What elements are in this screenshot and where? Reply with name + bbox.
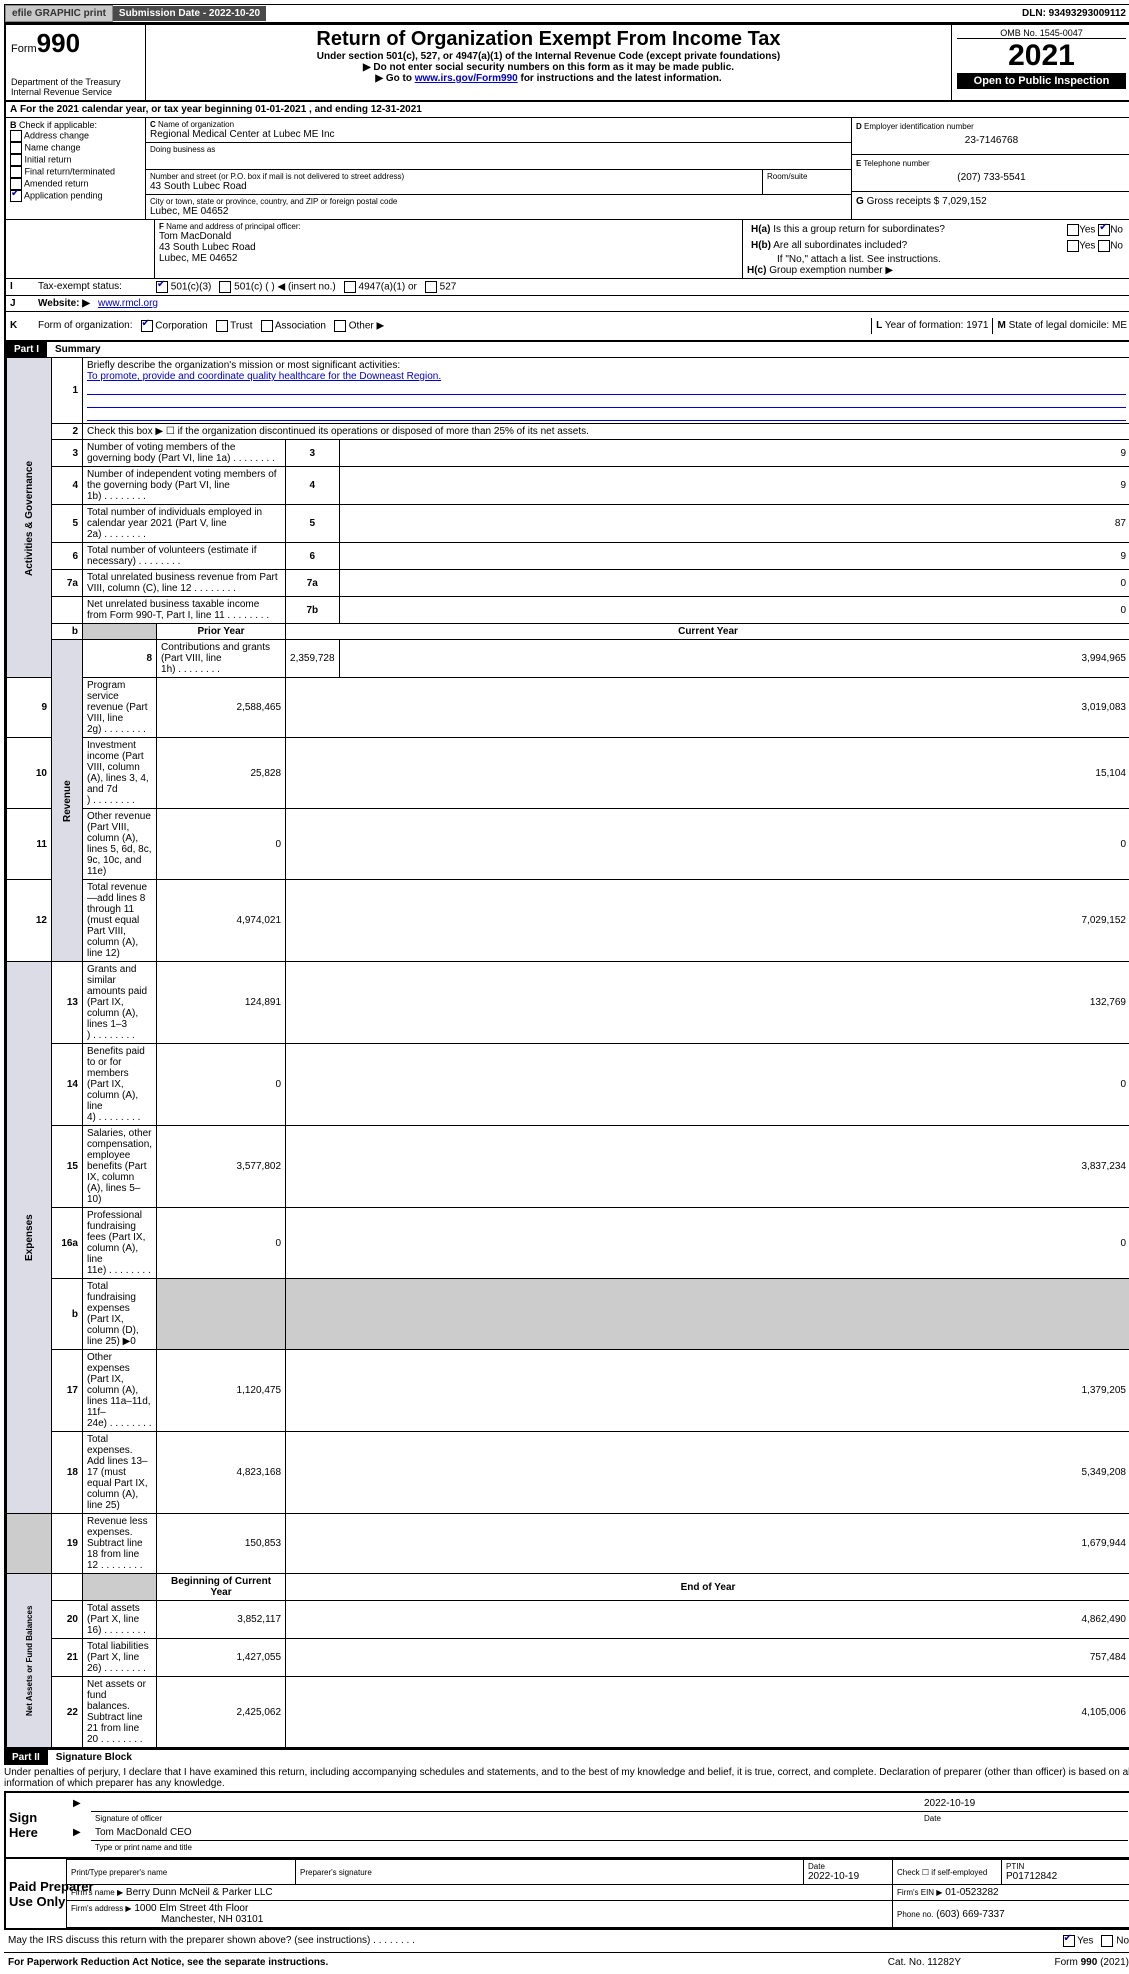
form-header: Form990 Department of the Treasury Inter… bbox=[4, 23, 1129, 102]
val-6: 9 bbox=[339, 543, 1129, 570]
cb-corporation[interactable]: Corporation bbox=[137, 318, 212, 334]
instructions-link[interactable]: www.irs.gov/Form990 bbox=[415, 73, 518, 84]
form-footer: Form 990 (2021) bbox=[965, 1955, 1129, 1970]
section-b: B Check if applicable: Address change Na… bbox=[6, 118, 146, 219]
cb-4947[interactable]: 4947(a)(1) or bbox=[340, 279, 421, 295]
val-5: 87 bbox=[339, 505, 1129, 543]
cb-initial-return[interactable]: Initial return bbox=[10, 154, 141, 166]
label-expenses: Expenses bbox=[7, 962, 52, 1514]
rev-8-curr: 3,994,965 bbox=[339, 640, 1129, 678]
irs-label: Internal Revenue Service bbox=[11, 87, 140, 97]
firm-phone: (603) 669-7337 bbox=[936, 1909, 1004, 1920]
label-activities-governance: Activities & Governance bbox=[7, 358, 52, 678]
ein: 23-7146768 bbox=[856, 131, 1127, 150]
part2-title: Signature Block bbox=[48, 1750, 140, 1765]
org-name: Regional Medical Center at Lubec ME Inc bbox=[150, 129, 847, 140]
phone: (207) 733-5541 bbox=[856, 168, 1127, 187]
cb-address-change[interactable]: Address change bbox=[10, 130, 141, 142]
cb-501c3[interactable]: 501(c)(3) bbox=[152, 279, 215, 295]
form-id-box: Form990 Department of the Treasury Inter… bbox=[6, 25, 146, 100]
part1-title: Summary bbox=[47, 342, 109, 357]
section-klm: K Form of organization: Corporation Trus… bbox=[4, 312, 1129, 342]
cb-discuss-no[interactable]: No bbox=[1097, 1933, 1129, 1949]
section-j: J Website: ▶ www.rmcl.org bbox=[4, 296, 1129, 312]
sign-here-label: Sign Here bbox=[6, 1793, 66, 1857]
org-street: 43 South Lubec Road bbox=[150, 181, 758, 192]
cb-application-pending[interactable]: Application pending bbox=[10, 190, 141, 202]
title-block: Return of Organization Exempt From Incom… bbox=[146, 25, 951, 100]
efile-print-button[interactable]: efile GRAPHIC print bbox=[5, 5, 113, 22]
cb-other[interactable]: Other ▶ bbox=[330, 318, 388, 334]
form-title: Return of Organization Exempt From Incom… bbox=[151, 28, 946, 51]
val-7b: 0 bbox=[339, 597, 1129, 624]
year-formation: 1971 bbox=[966, 320, 988, 331]
rev-8-prior: 2,359,728 bbox=[286, 640, 340, 678]
label-net-assets: Net Assets or Fund Balances bbox=[7, 1574, 52, 1748]
gross-receipts: 7,029,152 bbox=[942, 196, 987, 207]
firm-address1: 1000 Elm Street 4th Floor bbox=[134, 1903, 248, 1914]
sign-here-block: Sign Here ▶ 2022-10-19 Signature of offi… bbox=[4, 1791, 1129, 1859]
part-i: Part ISummary Activities & Governance 1 … bbox=[4, 342, 1129, 1750]
firm-ein: 01-0523282 bbox=[945, 1887, 998, 1898]
cb-name-change[interactable]: Name change bbox=[10, 142, 141, 154]
firm-name: Berry Dunn McNeil & Parker LLC bbox=[126, 1887, 273, 1898]
cb-amended-return[interactable]: Amended return bbox=[10, 178, 141, 190]
section-h: H(a) Is this a group return for subordin… bbox=[743, 220, 1129, 278]
tax-year: 2021 bbox=[957, 39, 1126, 73]
cb-discuss-yes[interactable]: Yes bbox=[1059, 1933, 1098, 1949]
sign-date: 2022-10-19 bbox=[920, 1796, 1128, 1812]
section-c: C Name of organization Regional Medical … bbox=[146, 118, 851, 219]
paperwork-notice: For Paperwork Reduction Act Notice, see … bbox=[4, 1955, 884, 1970]
cb-trust[interactable]: Trust bbox=[212, 318, 257, 334]
year-box: OMB No. 1545-0047 2021 Open to Public In… bbox=[951, 25, 1129, 100]
cb-527[interactable]: 527 bbox=[421, 279, 460, 295]
line-a: A For the 2021 calendar year, or tax yea… bbox=[4, 102, 1129, 118]
submission-date: Submission Date - 2022-10-20 bbox=[113, 6, 266, 21]
val-7a: 0 bbox=[339, 570, 1129, 597]
cb-association[interactable]: Association bbox=[257, 318, 330, 334]
paid-preparer-block: Paid Preparer Use Only Print/Type prepar… bbox=[4, 1859, 1129, 1930]
val-4: 9 bbox=[339, 467, 1129, 505]
org-info-block: B Check if applicable: Address change Na… bbox=[4, 118, 1129, 220]
open-to-public: Open to Public Inspection bbox=[957, 73, 1126, 89]
firm-address2: Manchester, NH 03101 bbox=[71, 1914, 263, 1925]
dept-treasury: Department of the Treasury bbox=[11, 77, 140, 87]
ptin: P01712842 bbox=[1006, 1871, 1057, 1882]
section-i: I Tax-exempt status: 501(c)(3) 501(c) ( … bbox=[4, 279, 1129, 296]
discuss-row: May the IRS discuss this return with the… bbox=[4, 1930, 1129, 1953]
footer-row: For Paperwork Reduction Act Notice, see … bbox=[4, 1953, 1129, 1970]
cb-final-return[interactable]: Final return/terminated bbox=[10, 166, 141, 178]
val-3: 9 bbox=[339, 440, 1129, 467]
label-revenue: Revenue bbox=[52, 640, 83, 962]
part1-label: Part I bbox=[6, 342, 47, 357]
form-number: 990 bbox=[37, 28, 80, 58]
summary-table: Activities & Governance 1 Briefly descri… bbox=[6, 357, 1129, 1748]
mission-text: To promote, provide and coordinate quali… bbox=[87, 371, 441, 382]
officer-name: Tom MacDonald bbox=[159, 231, 738, 242]
top-bar: efile GRAPHIC print Submission Date - 20… bbox=[4, 4, 1129, 23]
signature-declaration: Under penalties of perjury, I declare th… bbox=[4, 1765, 1129, 1791]
title-sub2: ▶ Do not enter social security numbers o… bbox=[151, 62, 946, 73]
officer-name-title: Tom MacDonald CEO bbox=[91, 1825, 1128, 1841]
officer-city: Lubec, ME 04652 bbox=[159, 253, 738, 264]
org-city: Lubec, ME 04652 bbox=[150, 206, 847, 217]
title-sub1: Under section 501(c), 527, or 4947(a)(1)… bbox=[151, 51, 946, 62]
form-label: Form bbox=[11, 43, 37, 55]
website-link[interactable]: www.rmcl.org bbox=[98, 298, 158, 309]
state-domicile: ME bbox=[1112, 320, 1127, 331]
section-f: F Name and address of principal officer:… bbox=[155, 220, 743, 278]
fh-block: F Name and address of principal officer:… bbox=[4, 220, 1129, 279]
dln: DLN: 93493293009112 bbox=[1016, 6, 1129, 21]
part2-label: Part II bbox=[4, 1750, 48, 1765]
cb-501c[interactable]: 501(c) ( ) ◀ (insert no.) bbox=[215, 279, 339, 295]
officer-street: 43 South Lubec Road bbox=[159, 242, 738, 253]
cat-number: Cat. No. 11282Y bbox=[884, 1955, 965, 1970]
title-sub3: ▶ Go to www.irs.gov/Form990 for instruct… bbox=[151, 73, 946, 84]
omb-number: OMB No. 1545-0047 bbox=[957, 28, 1126, 39]
section-deg: D Employer identification number 23-7146… bbox=[851, 118, 1129, 219]
